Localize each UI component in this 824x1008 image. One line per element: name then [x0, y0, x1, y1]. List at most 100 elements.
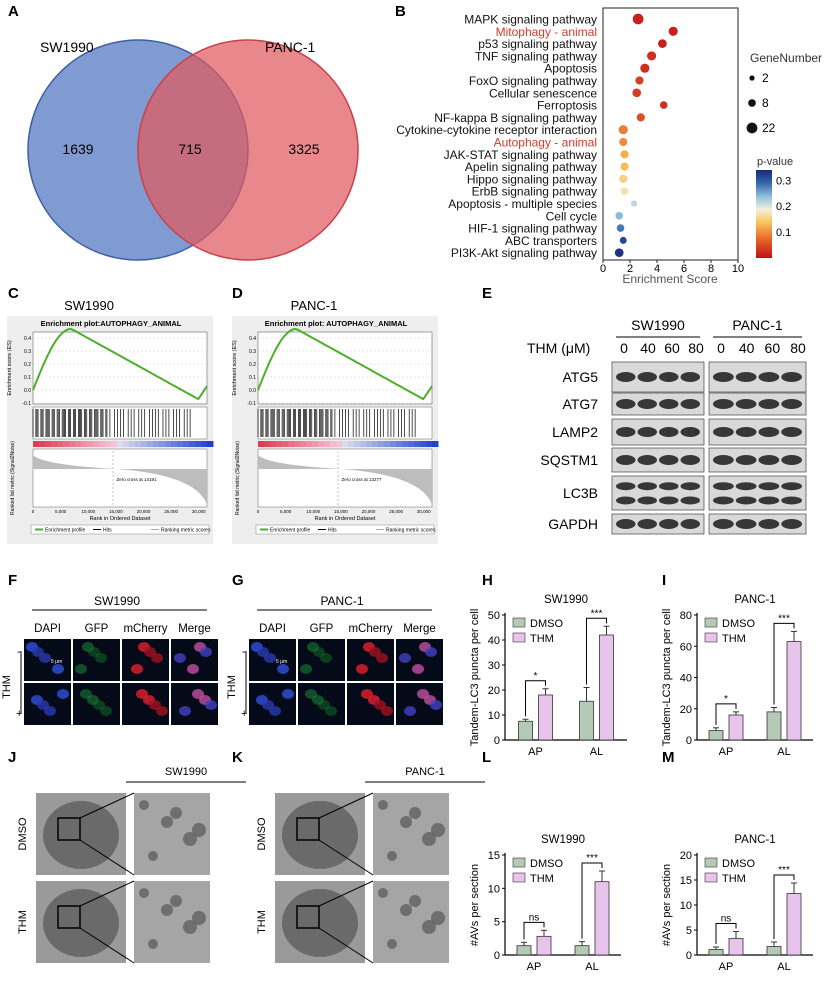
color-legend-tick: 0.2 — [776, 201, 791, 213]
gsea-xtick: 30,000 — [192, 509, 206, 514]
wb-dose-label: 40 — [640, 340, 656, 356]
gsea-ytick: 0.3 — [249, 349, 256, 355]
y-tick-label: 20 — [680, 850, 692, 862]
wb-band — [637, 427, 657, 437]
tem-organelle — [431, 823, 445, 837]
tem-organelle — [139, 800, 149, 810]
x-category-label: AP — [527, 961, 542, 973]
wb-band — [758, 519, 780, 529]
wb-band — [758, 372, 780, 382]
wb-band — [659, 482, 679, 491]
if-cell-blob — [144, 647, 156, 657]
gsea-colorbar-cell — [141, 441, 148, 447]
wb-band — [616, 455, 636, 465]
if-cell-blob — [425, 647, 437, 657]
gsea-ylabel2: Ranked list metric (Signal2Noise) — [235, 441, 241, 515]
gsea-xlabel: Rank in Ordered Dataset — [90, 516, 151, 522]
tem-inset-box — [296, 817, 320, 841]
if-cell-blob — [131, 664, 143, 674]
gsea-legend-label: Enrichment profile — [45, 528, 86, 534]
pathway-dot — [640, 63, 650, 73]
gsea-colorbar-cell — [201, 441, 208, 447]
if-panel-panc1: PANC-1 DAPI GFP mCherry Merge 5 μm THM - + — [226, 594, 443, 725]
size-legend: 2 8 22 — [746, 71, 776, 135]
tem-inset-box — [57, 817, 81, 841]
bar — [518, 720, 533, 741]
tem-inset-box — [57, 905, 81, 929]
panel-letter-j: J — [8, 749, 16, 766]
if-cell-blob — [369, 647, 381, 657]
wb-band — [637, 482, 657, 491]
tem-panel-panc1: PANC-1 DMSO THM — [256, 766, 485, 964]
significance-bracket — [586, 617, 607, 685]
if-minus-label: - — [17, 646, 21, 658]
gsea-colorbar-cell — [171, 441, 178, 447]
dotplot-x-label: Enrichment Score — [622, 272, 718, 286]
wb-treatment-label: THM (μM) — [527, 340, 590, 356]
wb-band — [713, 372, 734, 382]
gsea-xtick: 20,000 — [362, 509, 376, 514]
tem-cell-body — [282, 889, 358, 957]
gsea-ytick: 0.0 — [249, 388, 256, 394]
wb-band — [781, 427, 802, 437]
gsea-cell-title: PANC-1 — [291, 298, 338, 313]
gsea-ytick: 0.1 — [249, 375, 256, 381]
wb-band — [659, 372, 679, 382]
panel-letter-a: A — [8, 3, 19, 20]
tem-cell-body — [43, 889, 119, 957]
tem-cell-label: SW1990 — [165, 766, 207, 778]
gsea-colorbar-cell — [330, 441, 337, 447]
tem-cell-label: PANC-1 — [405, 766, 445, 778]
bar — [708, 730, 724, 741]
gsea-legend-box — [30, 524, 210, 535]
significance-label: ns — [721, 914, 732, 925]
wb-cell-label: SW1990 — [631, 317, 685, 333]
wb-dose-label: 80 — [688, 340, 704, 356]
wb-band — [713, 519, 734, 529]
pathway-dot — [632, 13, 644, 25]
wb-protein-label: ATG7 — [562, 396, 598, 412]
pathway-label: MAPK signaling pathway — [464, 13, 597, 27]
wb-dose-label: 60 — [765, 340, 781, 356]
gsea-xtick: 10,000 — [306, 509, 320, 514]
wb-band — [637, 399, 657, 409]
if-cell-blob — [75, 664, 87, 674]
x-tick-label: 0 — [600, 263, 606, 275]
gsea-legend-label: Ranking metric scores — [386, 528, 436, 534]
tem-organelle — [183, 920, 197, 934]
wb-dose-label: 0 — [620, 340, 628, 356]
color-legend-title: p-value — [757, 156, 793, 168]
bar-chart-i: PANC-1 0 20 40 60 80 Tandem-LC3 puncta per cel… — [661, 594, 813, 758]
gsea-zero-cross-label: Zero cross at 13277 — [342, 477, 383, 482]
if-channel-label: Merge — [403, 623, 436, 635]
gsea-colorbar-cell — [420, 441, 427, 447]
wb-band — [680, 427, 700, 437]
if-cell-blob — [282, 689, 294, 699]
gsea-colorbar-cell — [33, 441, 40, 447]
pathway-label: Autophagy - animal — [494, 136, 597, 150]
size-legend-dot — [746, 122, 758, 134]
significance-label: *** — [586, 853, 598, 864]
tem-organelle — [422, 920, 436, 934]
wb-band — [637, 372, 657, 382]
if-cell-blob — [32, 647, 44, 657]
if-minus-label: - — [242, 646, 246, 658]
tem-row-label: THM — [17, 910, 29, 934]
if-cell-blob — [262, 700, 274, 710]
tem-row-label: DMSO — [256, 817, 268, 850]
wb-band — [781, 519, 802, 529]
panel-letter-g: G — [232, 572, 244, 589]
gsea-legend-box — [255, 524, 435, 535]
wb-band — [616, 519, 636, 529]
gsea-ytick: -0.1 — [247, 401, 256, 407]
x-tick-label: 8 — [708, 263, 714, 275]
x-tick-label: 4 — [654, 263, 660, 275]
pathway-dot — [614, 248, 624, 258]
gsea-colorbar-cell — [195, 441, 202, 447]
tem-organelle — [378, 888, 388, 898]
pathway-label: p53 signaling pathway — [478, 37, 597, 51]
bar — [594, 881, 610, 956]
gsea-colorbar-cell — [183, 441, 190, 447]
if-scalebar-label: 5 μm — [51, 659, 62, 665]
